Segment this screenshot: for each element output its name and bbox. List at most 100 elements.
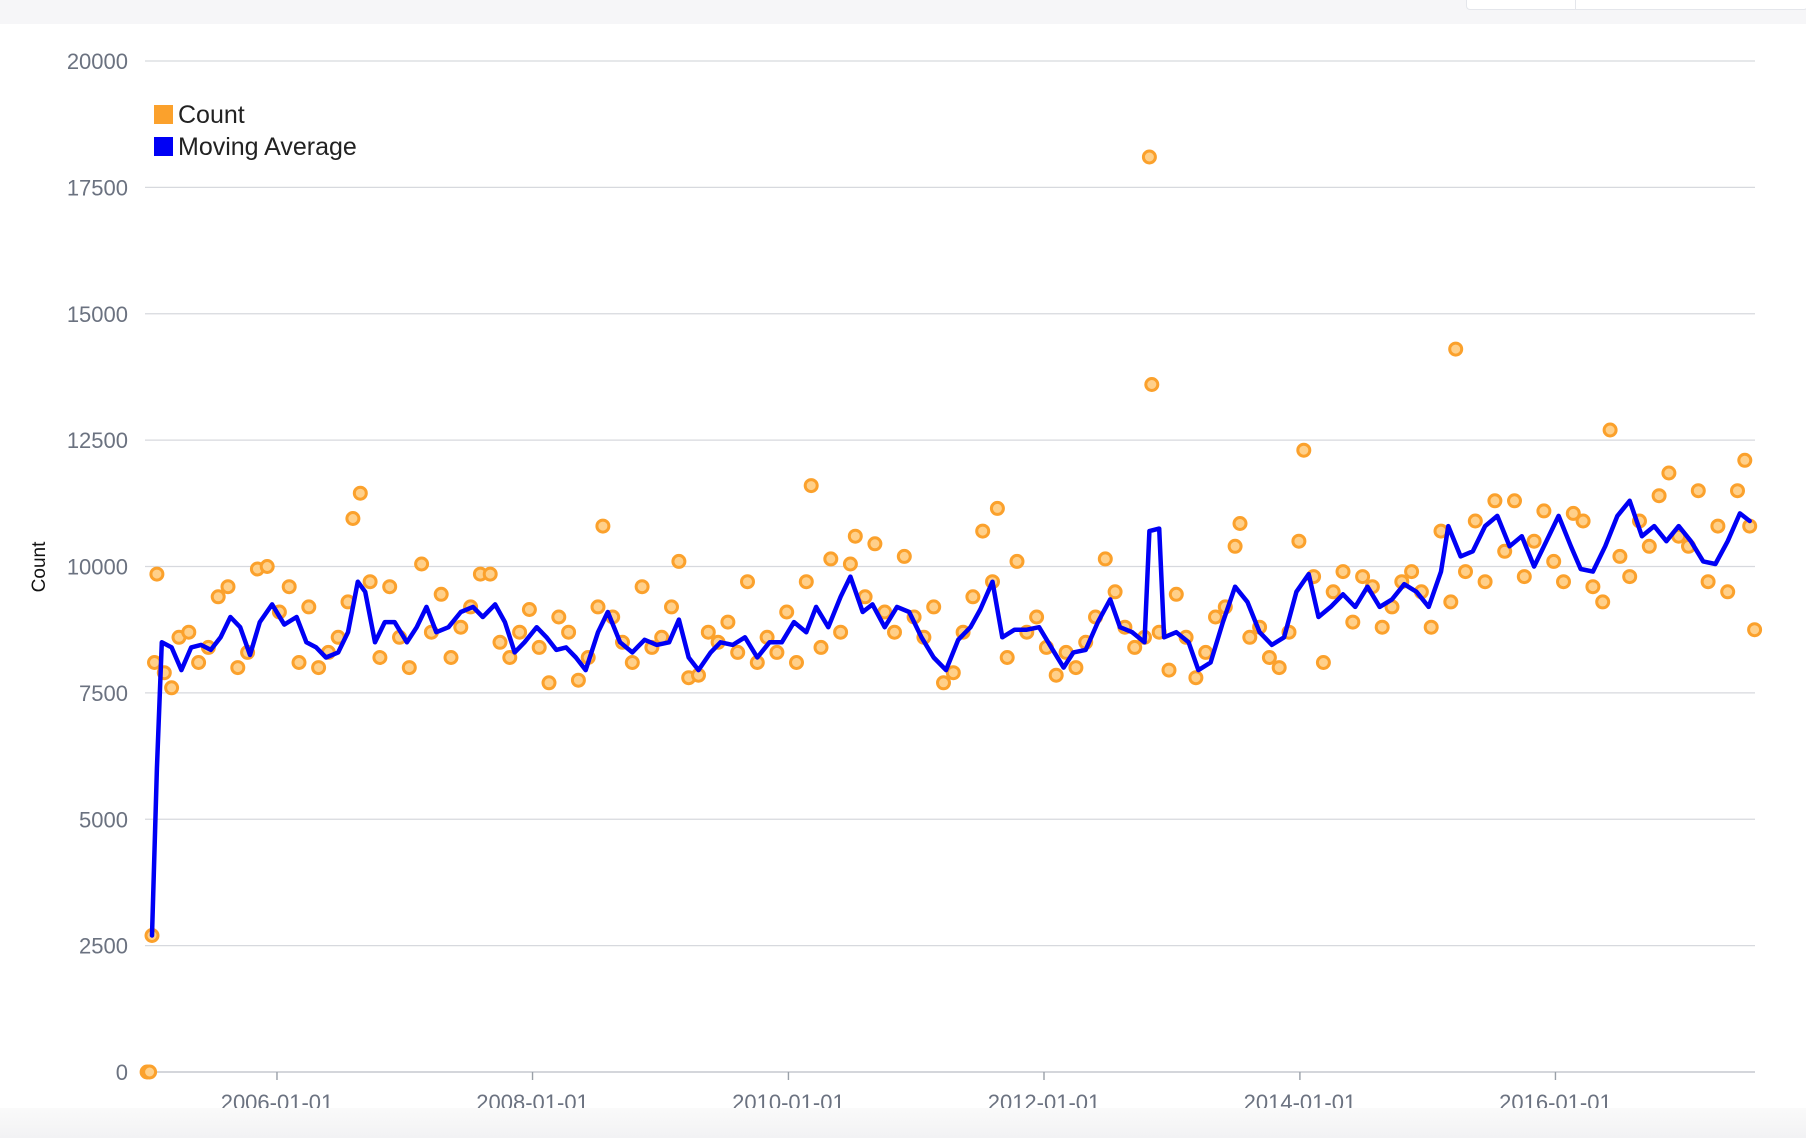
- count-point: [740, 574, 755, 590]
- count-point: [1291, 533, 1307, 549]
- count-point: [1690, 483, 1706, 499]
- count-point: [1168, 586, 1184, 602]
- chart: 0 2500 5000 7500 10000 12500 15000 17500 20000 2…: [29, 49, 1763, 1108]
- count-point: [1575, 513, 1591, 529]
- count-point: [433, 586, 449, 602]
- count-point: [1595, 594, 1611, 610]
- legend: Count Moving Average: [154, 101, 357, 161]
- count-point: [142, 1064, 158, 1080]
- count-point: [803, 478, 819, 494]
- count-point: [181, 624, 197, 640]
- toolbar-control[interactable]: [1466, 0, 1806, 10]
- count-point: [541, 675, 557, 691]
- count-point: [1107, 584, 1123, 600]
- count-point: [1374, 619, 1390, 635]
- y-tick-label: 7500: [79, 681, 128, 706]
- gridlines: [145, 60, 1755, 1073]
- x-tick-label: 2014-01-01: [1244, 1090, 1357, 1108]
- count-point: [1141, 149, 1157, 165]
- y-tick-label: 17500: [67, 175, 128, 200]
- x-tick-label: 2008-01-01: [476, 1090, 589, 1108]
- count-point: [965, 589, 981, 605]
- count-point: [492, 634, 508, 650]
- count-point: [867, 536, 883, 552]
- count-point: [1526, 533, 1542, 549]
- count-point: [595, 518, 611, 534]
- count-point: [1651, 488, 1667, 504]
- y-tick-label: 10000: [67, 555, 128, 580]
- count-point: [789, 655, 804, 670]
- count-point: [1458, 564, 1473, 580]
- count-point: [401, 660, 417, 676]
- count-point: [301, 599, 317, 615]
- count-point: [164, 680, 180, 696]
- count-point: [1536, 503, 1552, 519]
- count-point: [443, 650, 459, 665]
- count-point: [1516, 569, 1532, 585]
- count-point: [1208, 609, 1223, 625]
- moving-average-series: [149, 498, 1752, 938]
- count-point: [833, 624, 849, 640]
- count-point: [149, 566, 165, 582]
- count-point: [664, 599, 679, 615]
- count-point: [1443, 594, 1459, 610]
- count-point: [887, 624, 902, 640]
- count-point: [453, 619, 469, 635]
- y-tick-label: 2500: [79, 934, 128, 959]
- count-point: [345, 511, 361, 526]
- count-point: [1345, 614, 1361, 630]
- x-tick-label: 2012-01-01: [988, 1090, 1101, 1108]
- count-point: [1730, 483, 1745, 499]
- count-point: [769, 644, 785, 660]
- count-point: [779, 604, 795, 620]
- count-point: [590, 599, 606, 615]
- count-point: [259, 559, 275, 574]
- count-point: [1009, 553, 1025, 569]
- count-point: [1198, 644, 1214, 660]
- count-point: [1565, 505, 1581, 521]
- count-point: [1720, 584, 1736, 600]
- count-point: [975, 523, 991, 539]
- count-point: [1546, 553, 1562, 569]
- count-point: [1477, 574, 1493, 590]
- count-point: [1127, 639, 1143, 655]
- y-tick-label: 12500: [67, 428, 128, 453]
- count-point: [210, 589, 226, 605]
- count-point: [1423, 619, 1439, 635]
- count-point: [720, 614, 736, 630]
- count-point: [926, 599, 942, 615]
- count-point: [1029, 609, 1045, 625]
- count-point: [1335, 564, 1351, 580]
- count-point: [1325, 584, 1341, 600]
- count-point: [414, 556, 430, 572]
- count-point: [896, 548, 912, 564]
- count-point: [1641, 538, 1657, 554]
- count-point: [531, 639, 547, 655]
- x-tick-label: 2016-01-01: [1499, 1090, 1612, 1108]
- count-point: [1161, 662, 1177, 678]
- count-point: [842, 556, 858, 572]
- count-point: [1404, 564, 1420, 580]
- count-point: [1097, 551, 1113, 567]
- count-point: [1315, 655, 1331, 670]
- legend-swatch-count: [154, 105, 173, 124]
- count-point: [521, 602, 537, 617]
- count-point: [281, 579, 297, 595]
- count-point: [372, 650, 388, 665]
- count-point: [561, 624, 577, 640]
- count-point: [1467, 513, 1483, 529]
- count-point: [1507, 493, 1522, 509]
- count-point: [1602, 422, 1618, 438]
- count-point: [1355, 569, 1371, 585]
- count-point: [1296, 442, 1312, 458]
- count-point: [1487, 493, 1503, 509]
- count-point: [1747, 622, 1763, 638]
- count-point: [798, 574, 814, 590]
- x-axis-ticks: 2006-01-01 2008-01-01 2010-01-01 2012-01-01…: [221, 1072, 1612, 1108]
- y-axis-ticks: 0 2500 5000 7500 10000 12500 15000 17500 20000: [67, 49, 128, 1085]
- count-point: [1448, 341, 1464, 357]
- top-toolbar-strip: [0, 0, 1806, 24]
- count-point: [1144, 377, 1160, 392]
- count-point: [936, 675, 951, 691]
